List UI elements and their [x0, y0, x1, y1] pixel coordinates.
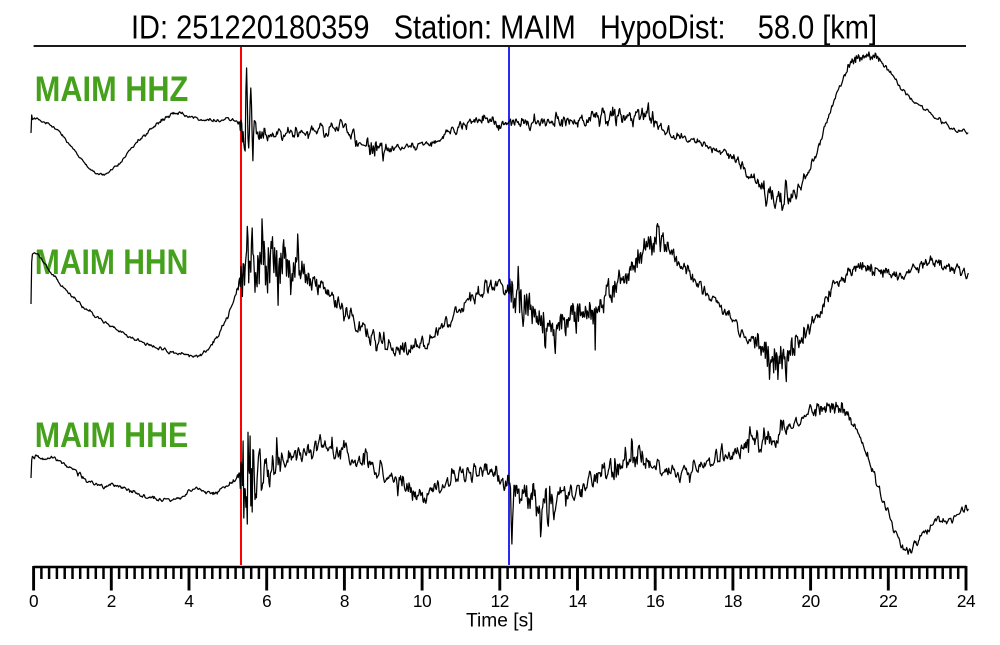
svg-text:16: 16: [646, 591, 664, 611]
svg-text:18: 18: [724, 591, 742, 611]
svg-text:12: 12: [491, 591, 509, 611]
svg-text:8: 8: [340, 591, 349, 611]
svg-text:24: 24: [957, 591, 976, 611]
svg-text:20: 20: [801, 591, 819, 611]
svg-text:MAIM HHN: MAIM HHN: [35, 242, 189, 282]
svg-text:14: 14: [568, 591, 587, 611]
svg-text:MAIM HHZ: MAIM HHZ: [35, 69, 189, 109]
svg-text:4: 4: [184, 591, 194, 611]
svg-text:10: 10: [413, 591, 431, 611]
svg-text:22: 22: [879, 591, 897, 611]
svg-text:ID: 251220180359 Station: MA: ID: 251220180359 Station: MAIM HypoDist:…: [131, 10, 877, 47]
svg-text:6: 6: [262, 591, 271, 611]
svg-text:MAIM HHE: MAIM HHE: [35, 415, 189, 455]
svg-text:Time [s]: Time [s]: [466, 610, 534, 632]
svg-text:0: 0: [29, 591, 38, 611]
svg-text:2: 2: [107, 591, 116, 611]
